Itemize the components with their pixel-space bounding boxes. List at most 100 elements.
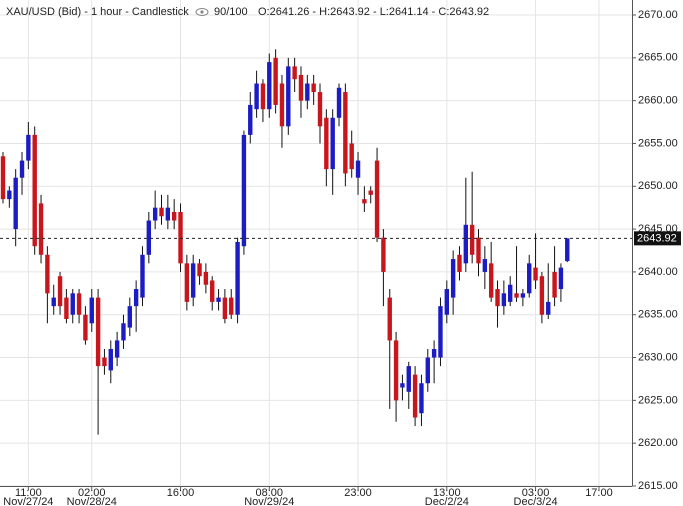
candle-body: [64, 297, 69, 320]
x-tick-label: 03:00: [522, 487, 550, 499]
candle-body: [95, 297, 101, 367]
candle-body: [184, 263, 190, 302]
candle-body: [286, 66, 291, 127]
last-price-label: 2643.92: [637, 233, 677, 245]
candle-body: [317, 92, 323, 127]
candle-body: [216, 297, 221, 302]
candle-body: [539, 276, 545, 315]
bar-count: 90/100: [214, 6, 248, 18]
candle-body: [45, 254, 50, 294]
candle-body: [438, 306, 443, 358]
candle-body: [514, 293, 519, 298]
candle-body: [444, 289, 449, 315]
candle-body: [552, 271, 557, 298]
eye-outline: [195, 8, 209, 16]
x-date-label: Dec/2/24: [425, 496, 469, 506]
y-tick-label: 2630.00: [638, 351, 678, 363]
candle-body: [558, 267, 564, 290]
candle-body: [235, 241, 240, 315]
grid: [0, 0, 632, 487]
candle-body: [102, 357, 107, 367]
x-tick-label: 13:00: [433, 487, 461, 499]
candle-body: [121, 323, 126, 341]
candle-body: [488, 263, 494, 298]
candle-body: [305, 83, 310, 101]
candle-body: [387, 297, 392, 341]
candle-body: [292, 66, 297, 80]
candle-body: [203, 271, 209, 285]
candle-body: [171, 211, 177, 221]
candle-body: [336, 87, 342, 118]
candle-body: [527, 263, 532, 294]
candle-body: [273, 57, 278, 105]
candle-body: [89, 297, 94, 324]
candle-body: [114, 340, 120, 358]
y-tick-label: 2640.00: [638, 266, 678, 278]
candle-body: [70, 293, 75, 315]
eye-icon[interactable]: [195, 8, 209, 16]
candle-body: [431, 348, 437, 358]
candle-body: [349, 143, 354, 170]
candle-body: [38, 203, 44, 255]
x-date-label: Nov/27/24: [3, 496, 53, 506]
candle-body: [210, 280, 215, 302]
x-date-label: Dec/3/24: [514, 496, 558, 506]
chart-title: XAU/USD (Bid) - 1 hour - Candlestick: [6, 6, 189, 18]
x-tick-label: 23:00: [344, 487, 372, 499]
candle-body: [469, 224, 475, 255]
candle-body: [13, 177, 18, 230]
candle-body: [463, 224, 469, 264]
candle-body: [222, 297, 228, 320]
candle-body: [533, 267, 538, 281]
candle-body: [32, 134, 37, 247]
candle-body: [26, 134, 31, 161]
candle-body: [343, 92, 348, 174]
candle-body: [362, 199, 367, 204]
candle-body: [57, 276, 63, 307]
y-tick-label: 2625.00: [638, 394, 678, 406]
candle-body: [178, 211, 183, 264]
candle-body: [152, 207, 158, 221]
candle-body: [159, 207, 164, 217]
candle-body: [393, 340, 399, 401]
candle-body: [495, 289, 500, 307]
candle-body: [374, 160, 380, 238]
y-tick-label: 2615.00: [638, 480, 678, 492]
last-price-tag: [634, 231, 681, 246]
candle-body: [508, 284, 513, 302]
x-tick-label: 16:00: [167, 487, 195, 499]
candle-body: [248, 104, 253, 135]
candle-body: [412, 374, 418, 418]
x-date-label: Nov/29/24: [244, 496, 294, 506]
x-tick-label: 17:00: [585, 487, 613, 499]
candle-body: [241, 134, 247, 247]
y-tick-label: 2655.00: [638, 137, 678, 149]
x-tick-label: 02:00: [78, 487, 106, 499]
candle-body: [450, 259, 456, 298]
candle-body: [254, 83, 259, 110]
candle-body: [425, 357, 430, 384]
candle-body: [127, 306, 132, 328]
candle-body: [298, 74, 304, 101]
y-tick-label: 2650.00: [638, 180, 678, 192]
y-tick-label: 2660.00: [638, 95, 678, 107]
candle-body: [546, 301, 551, 315]
candle-body: [501, 293, 507, 307]
candle-body: [324, 117, 329, 170]
y-tick-label: 2635.00: [638, 309, 678, 321]
candle-body: [482, 259, 488, 272]
candle-body: [520, 293, 526, 298]
candle-body: [476, 237, 481, 264]
candle-body: [311, 83, 316, 93]
y-tick-label: 2620.00: [638, 437, 678, 449]
x-tick-label: 11:00: [15, 487, 42, 499]
candle-body: [330, 117, 335, 170]
candle-body: [76, 293, 82, 315]
candle-body: [381, 237, 386, 272]
candle-body: [279, 83, 285, 127]
candle-body: [406, 366, 411, 392]
candle-body: [191, 263, 196, 298]
y-tick-label: 2665.00: [638, 52, 678, 64]
